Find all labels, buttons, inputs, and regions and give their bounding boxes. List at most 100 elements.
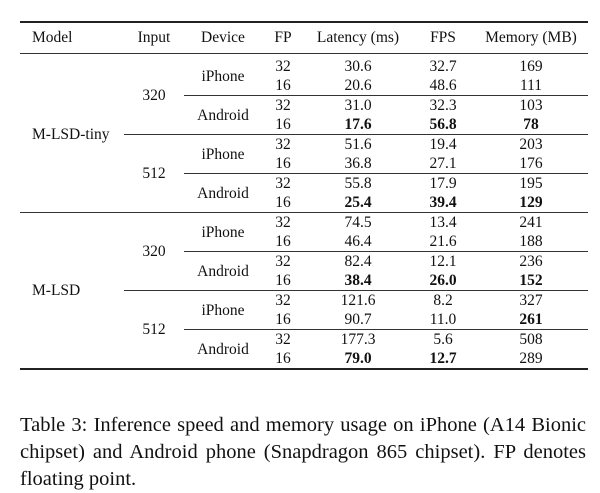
device-cell: Android bbox=[184, 95, 262, 135]
fps-cell: 39.4 bbox=[429, 194, 457, 211]
fp-cell: 16 bbox=[275, 194, 291, 211]
input-cell: 320 bbox=[124, 212, 184, 291]
fp-cell: 16 bbox=[275, 272, 291, 289]
fp-cell: 16 bbox=[275, 77, 291, 94]
table-row: 512 iPhone 32 121.6 8.2 327 bbox=[20, 290, 588, 370]
fps-cell: 27.1 bbox=[429, 155, 457, 172]
memory-cell: 103 bbox=[474, 95, 588, 115]
fps-cell: 12.7 bbox=[412, 349, 474, 370]
device-cell: iPhone bbox=[201, 67, 245, 85]
fp-cell: 16 bbox=[275, 116, 291, 133]
device-cell: Android bbox=[184, 251, 262, 291]
fps-cell: 26.0 bbox=[429, 272, 457, 289]
memory-cell: 78 bbox=[523, 116, 539, 133]
fps-cell: 13.4 bbox=[412, 212, 474, 232]
table-row: 512 iPhone 32 51.6 19.4 203 bbox=[20, 134, 588, 213]
memory-cell: 508 bbox=[474, 329, 588, 349]
table-row: Android 32 82.4 12.1 236 bbox=[20, 251, 588, 291]
header-memory: Memory (MB) bbox=[485, 29, 577, 46]
latency-cell: 121.6 bbox=[304, 290, 412, 310]
table-row: 16 36.8 27.1 176 bbox=[20, 154, 588, 174]
fps-cell: 8.2 bbox=[412, 290, 474, 310]
latency-cell: 46.4 bbox=[344, 233, 372, 250]
table-row: M-LSD 320 iPhone 32 74.5 13.4 241 bbox=[20, 212, 588, 370]
fps-cell: 56.8 bbox=[429, 116, 457, 133]
fp-cell: 32 bbox=[262, 95, 304, 115]
fps-cell: 17.9 bbox=[412, 173, 474, 193]
latency-cell: 36.8 bbox=[344, 155, 372, 172]
device-cell: iPhone bbox=[184, 290, 262, 330]
header-fps: FPS bbox=[430, 29, 456, 46]
memory-cell: 176 bbox=[519, 155, 543, 172]
latency-cell: 30.6 bbox=[344, 58, 372, 75]
inference-speed-table: Model Input Device FP Latency (ms) FPS M… bbox=[20, 21, 588, 370]
fps-cell: 32.7 bbox=[429, 58, 457, 75]
fps-cell: 21.6 bbox=[429, 233, 457, 250]
header-device: Device bbox=[201, 29, 245, 46]
memory-cell: 152 bbox=[519, 272, 543, 289]
fps-cell: 5.6 bbox=[412, 329, 474, 349]
latency-cell: 31.0 bbox=[304, 95, 412, 115]
table-row: M-LSD-tiny 320 iPhone 32 30.6 32.7 169 bbox=[20, 54, 588, 143]
table-row: Android 32 55.8 17.9 195 bbox=[20, 173, 588, 213]
memory-cell: 188 bbox=[519, 233, 543, 250]
fp-cell: 32 bbox=[262, 290, 304, 310]
memory-cell: 111 bbox=[519, 77, 543, 94]
latency-cell: 90.7 bbox=[344, 311, 372, 328]
table-row: 16 25.4 39.4 129 bbox=[20, 193, 588, 213]
latency-cell: 82.4 bbox=[304, 251, 412, 271]
fps-cell: 19.4 bbox=[412, 134, 474, 154]
fp-cell: 32 bbox=[262, 173, 304, 193]
table-caption: Table 3: Inference speed and memory usag… bbox=[20, 413, 586, 490]
memory-cell: 289 bbox=[474, 349, 588, 370]
header-input: Input bbox=[137, 29, 171, 46]
table-body: M-LSD-tiny 320 iPhone 32 30.6 32.7 169 16 20.6 48… bbox=[20, 54, 588, 370]
fp-cell: 32 bbox=[275, 58, 291, 75]
input-cell: 512 bbox=[124, 134, 184, 213]
header-model: Model bbox=[32, 29, 73, 46]
table-row: 16 17.6 56.8 78 bbox=[20, 115, 588, 135]
latency-cell: 17.6 bbox=[344, 116, 372, 133]
memory-cell: 261 bbox=[519, 311, 543, 328]
fps-cell: 32.3 bbox=[412, 95, 474, 115]
memory-cell: 327 bbox=[474, 290, 588, 310]
model-cell: M-LSD bbox=[20, 212, 124, 370]
latency-cell: 79.0 bbox=[304, 349, 412, 370]
memory-cell: 203 bbox=[474, 134, 588, 154]
device-cell: Android bbox=[184, 173, 262, 213]
table-row: 16 79.0 12.7 289 bbox=[20, 349, 588, 370]
latency-cell: 74.5 bbox=[304, 212, 412, 232]
input-cell: 512 bbox=[124, 290, 184, 370]
table-row: 16 20.6 48.6 111 bbox=[20, 76, 588, 96]
table-row: 16 38.4 26.0 152 bbox=[20, 271, 588, 291]
results-table-container: Model Input Device FP Latency (ms) FPS M… bbox=[20, 21, 588, 370]
fps-cell: 12.1 bbox=[412, 251, 474, 271]
memory-cell: 129 bbox=[519, 194, 543, 211]
table-row: Android 32 177.3 5.6 508 bbox=[20, 329, 588, 370]
fp-cell: 16 bbox=[275, 311, 291, 328]
header-row: Model Input Device FP Latency (ms) FPS M… bbox=[20, 22, 588, 54]
memory-cell: 236 bbox=[474, 251, 588, 271]
memory-cell: 241 bbox=[474, 212, 588, 232]
device-cell: Android bbox=[184, 329, 262, 370]
fp-cell: 16 bbox=[262, 349, 304, 370]
fp-cell: 32 bbox=[262, 329, 304, 349]
latency-cell: 20.6 bbox=[344, 77, 372, 94]
latency-cell: 177.3 bbox=[304, 329, 412, 349]
fp-cell: 32 bbox=[262, 134, 304, 154]
header-fp: FP bbox=[274, 29, 292, 46]
fp-cell: 32 bbox=[262, 212, 304, 232]
fps-cell: 11.0 bbox=[429, 311, 457, 328]
device-cell: iPhone bbox=[184, 212, 262, 252]
memory-cell: 169 bbox=[519, 58, 543, 75]
memory-cell: 195 bbox=[474, 173, 588, 193]
latency-cell: 55.8 bbox=[304, 173, 412, 193]
latency-cell: 25.4 bbox=[344, 194, 372, 211]
table-row: 16 90.7 11.0 261 bbox=[20, 310, 588, 330]
table-row: 16 46.4 21.6 188 bbox=[20, 232, 588, 252]
latency-cell: 38.4 bbox=[344, 272, 372, 289]
fp-cell: 16 bbox=[275, 233, 291, 250]
fp-cell: 32 bbox=[262, 251, 304, 271]
input-cell: 320 bbox=[142, 87, 166, 104]
model-cell: M-LSD-tiny bbox=[32, 126, 110, 143]
